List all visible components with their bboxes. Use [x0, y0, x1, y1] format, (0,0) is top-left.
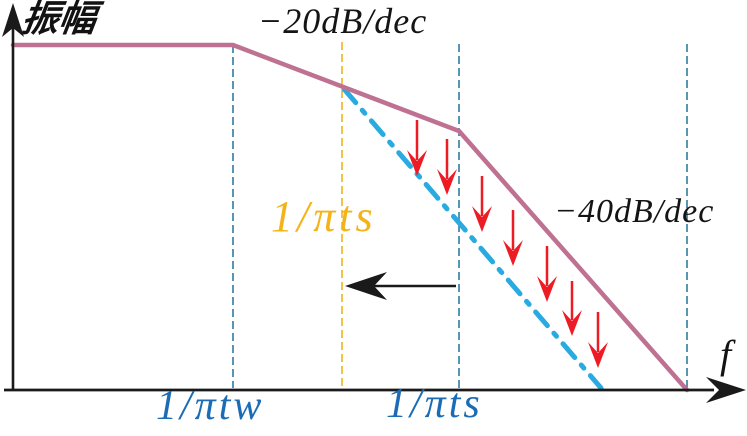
red-down-arrow — [437, 139, 457, 195]
red-down-arrow — [407, 120, 427, 176]
y-axis-label: 振幅 — [19, 0, 99, 39]
slope-20db-label: −20dB/dec — [258, 1, 428, 41]
red-down-arrow — [537, 246, 557, 302]
shifted-corner-frequency-label: 1/πts — [271, 192, 377, 241]
red-down-arrows — [407, 120, 608, 368]
x-axis-arrowhead-icon — [706, 377, 746, 403]
slope-40db-label: −40dB/dec — [554, 193, 715, 230]
x-axis-label: f — [720, 332, 732, 377]
red-down-arrow — [503, 210, 523, 266]
shift-left-arrow-head-icon — [345, 272, 387, 300]
shifted-asymptote-line — [341, 86, 604, 391]
red-down-arrow — [472, 176, 492, 232]
red-down-arrow — [562, 281, 582, 336]
amplitude-response-line — [10, 42, 690, 393]
y-axis-arrowhead-icon — [2, 3, 24, 37]
red-down-arrow — [588, 312, 608, 368]
corner-frequency-tw-label: 1/πtw — [156, 383, 265, 429]
corner-frequency-ts-label: 1/πts — [386, 381, 483, 427]
